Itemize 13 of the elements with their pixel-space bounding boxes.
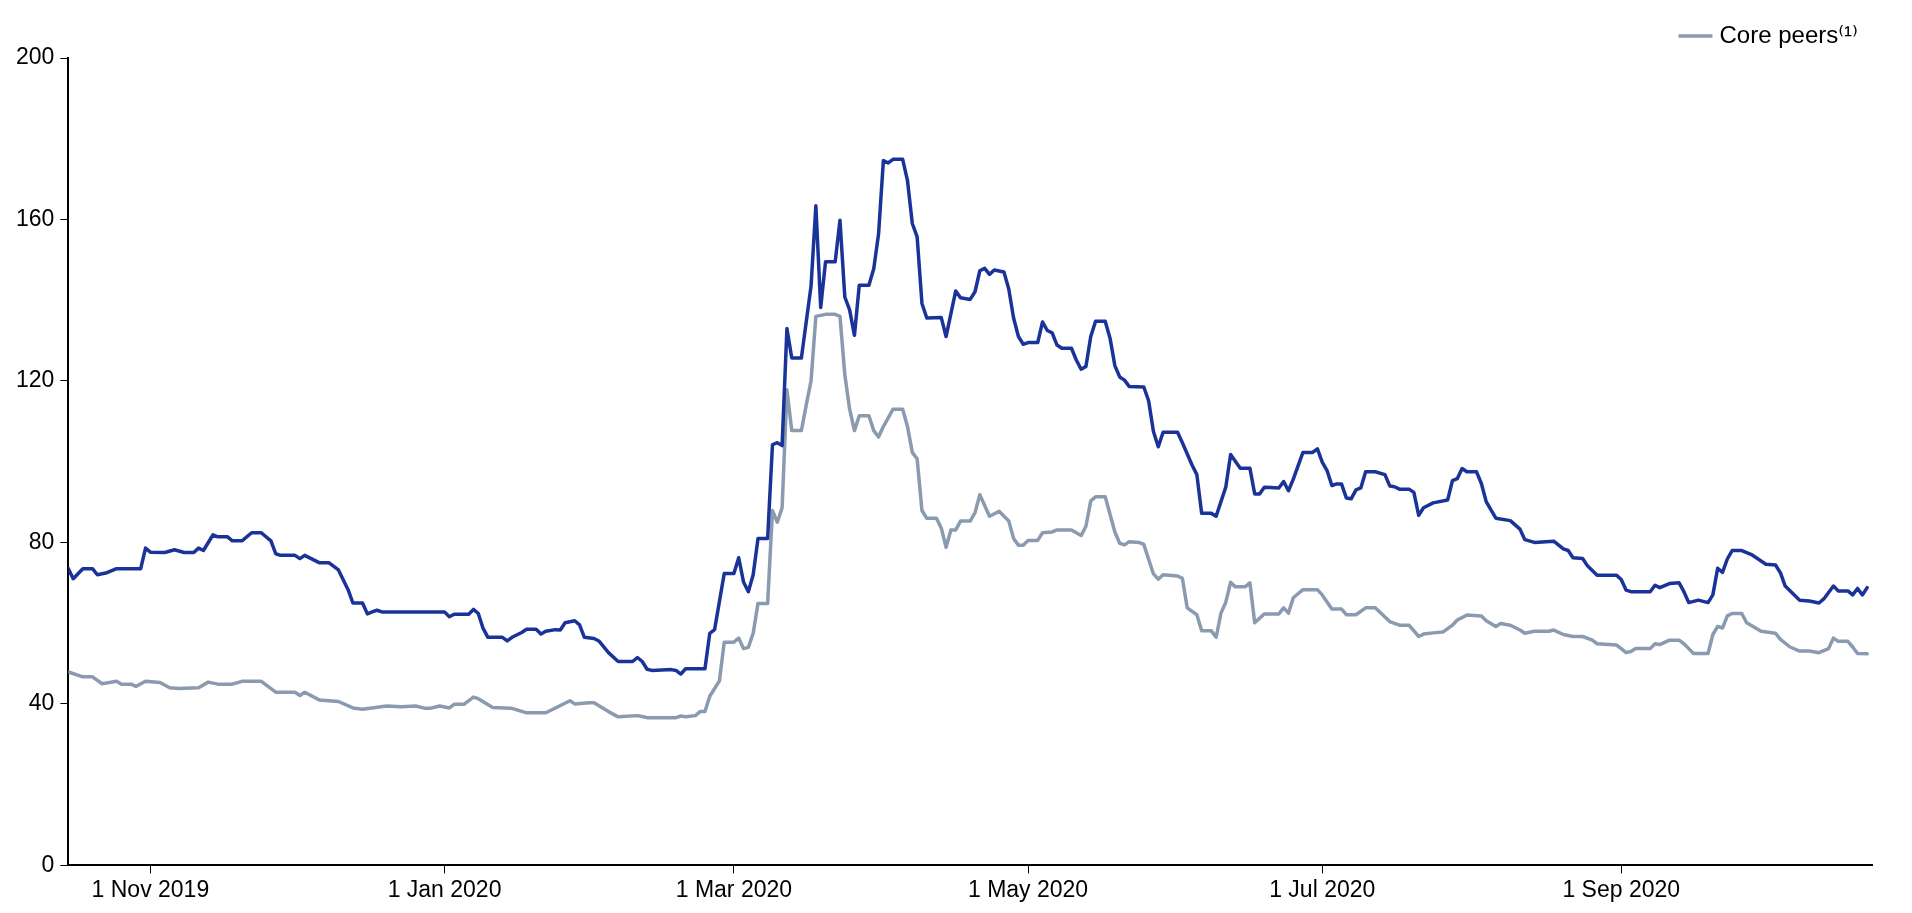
y-tick-label: 40 <box>28 689 55 716</box>
x-tick-label: 1 May 2020 <box>967 875 1089 902</box>
y-tick-label: 160 <box>16 204 55 231</box>
x-tick-label: 1 Jan 2020 <box>387 875 502 902</box>
y-tick-label: 200 <box>16 43 55 70</box>
x-tick-label: 1 Jul 2020 <box>1269 875 1376 902</box>
y-tick-label: 0 <box>41 850 55 877</box>
legend-label: Core peers⁽¹⁾ <box>1719 20 1859 48</box>
x-tick-label: 1 Sep 2020 <box>1562 875 1681 902</box>
x-tick-label: 1 Nov 2019 <box>91 875 210 902</box>
y-tick-label: 120 <box>16 366 55 393</box>
x-tick-label: 1 Mar 2020 <box>675 875 793 902</box>
y-tick-label: 80 <box>28 527 55 554</box>
